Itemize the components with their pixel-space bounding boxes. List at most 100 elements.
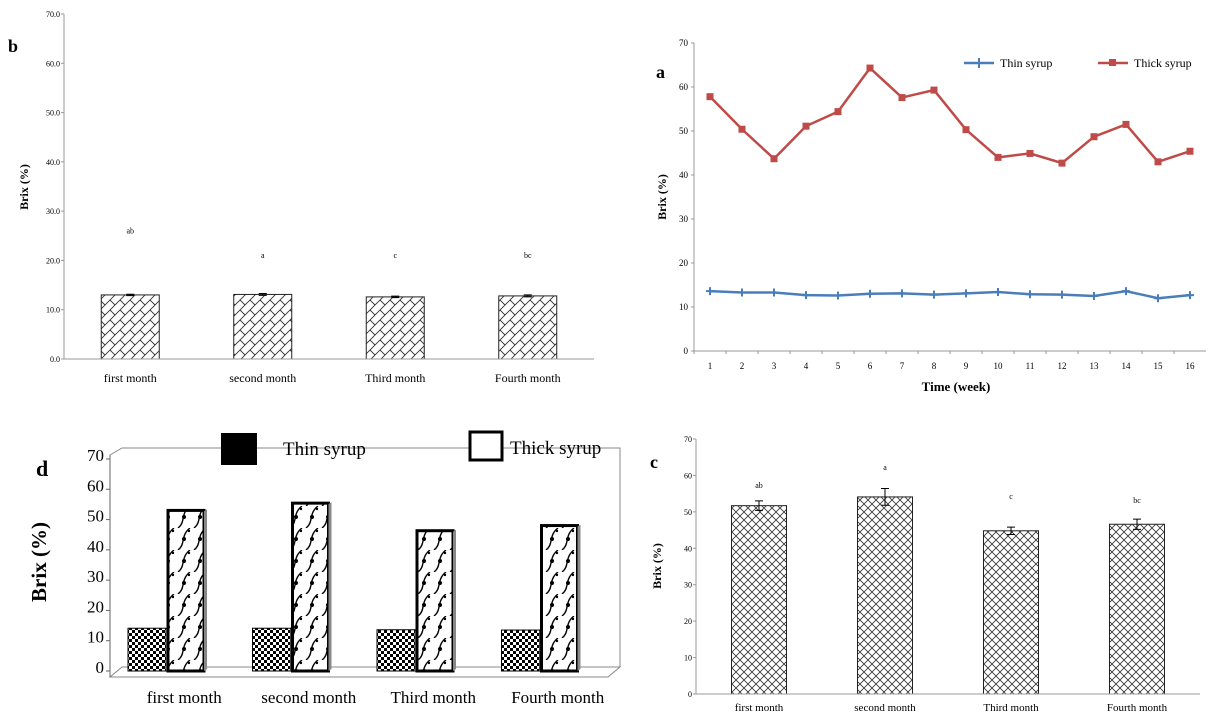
panel-c-letter: c	[650, 452, 658, 472]
panel-d-floor	[108, 666, 622, 678]
panel-b-y-tick-3: 30.0	[46, 207, 60, 216]
panel-a-point-0-14	[1154, 294, 1162, 303]
panel-c-y-tick-7: 70	[684, 435, 692, 444]
panel-a-point-0-11	[1058, 290, 1066, 299]
panel-b-y-tick-6: 60.0	[46, 59, 60, 68]
panel-a-x-tick-4: 5	[836, 361, 841, 371]
panel-b-bars	[100, 292, 558, 360]
panel-c-bar-3	[1109, 523, 1165, 695]
panel-c-annotation-2: c	[1009, 492, 1013, 501]
panel-c-y-tick-2: 20	[684, 617, 692, 626]
panel-d-y-tick-4: 40	[87, 537, 104, 556]
panel-b-y-tick-5: 50.0	[46, 109, 60, 118]
panel-c-annotation-0: ab	[755, 481, 763, 490]
panel-b-y-tick-labels: 0.0 10.0 20.0 30.0 40.0 50.0 60.0 70.0	[46, 10, 64, 364]
panel-a-x-tick-0: 1	[708, 361, 713, 371]
panel-a-point-0-7	[930, 290, 938, 299]
panel-a-point-0-3	[802, 291, 810, 300]
panel-d-x-tick-3: Fourth month	[511, 688, 605, 707]
panel-d-bar-1-0	[166, 508, 206, 673]
panel-d-bar-0-1	[252, 627, 291, 672]
panel-d-bar-0-2	[376, 629, 416, 672]
panel-a-letter: a	[656, 62, 665, 82]
panel-a-x-tick-13: 14	[1122, 361, 1132, 371]
panel-a-line-series-1	[709, 66, 1191, 165]
panel-b-bar-chart: b 0.0 10.0 20.0 30.0 40.0 50.0 60.0 70.0 first …	[8, 10, 594, 385]
panel-a-point-0-4	[834, 291, 842, 300]
panel-a-y-tick-1: 10	[679, 302, 689, 312]
panel-b-error-bar-3	[523, 294, 532, 298]
panel-b-x-tick-2: Third month	[365, 371, 425, 385]
panel-a-series-markers	[706, 64, 1194, 303]
panel-d-y-tick-1: 10	[87, 628, 104, 647]
panel-c-y-tick-3: 30	[684, 581, 692, 590]
panel-c-bar-1	[857, 496, 913, 695]
panel-b-error-bar-1	[258, 292, 267, 296]
panel-c-x-tick-2: Third month	[983, 702, 1039, 714]
panel-a-x-tick-2: 3	[772, 361, 777, 371]
panel-a-x-tick-3: 4	[804, 361, 809, 371]
panel-b-x-tick-3: Fourth month	[495, 371, 561, 385]
panel-a-point-1-7	[930, 86, 938, 94]
panel-d-bar-1-2	[415, 529, 455, 673]
panel-b-y-tick-2: 20.0	[46, 256, 60, 265]
panel-a-point-1-12	[1090, 133, 1098, 141]
panel-d-y-tick-0: 0	[96, 658, 105, 677]
panel-c-y-axis-label: Brix (%)	[650, 543, 664, 589]
panel-d-legend-thick-syrup: Thick syrup	[510, 438, 601, 459]
panel-d-y-tick-labels: 0 10 20 30 40 50 60 70	[87, 446, 110, 677]
panel-a-point-1-1	[738, 125, 746, 133]
panel-a-point-1-15	[1186, 147, 1194, 155]
panel-c-error-bars	[755, 488, 1141, 535]
panel-d-bar-0-0	[127, 627, 167, 672]
panel-b-x-tick-0: first month	[104, 371, 157, 385]
panel-c-y-tick-4: 40	[684, 544, 692, 553]
panel-c-significance-labels: ab a c bc	[755, 463, 1141, 505]
panel-c-annotation-1: a	[883, 463, 887, 472]
panel-b-bar-2	[365, 296, 425, 360]
panel-a-x-tick-9: 10	[994, 361, 1004, 371]
panel-c-y-tick-labels: 0 10 20 30 40 50 60 70	[684, 435, 696, 699]
panel-a-point-0-6	[898, 289, 906, 298]
panel-d-bars	[127, 501, 581, 673]
panel-c-x-tick-3: Fourth month	[1107, 702, 1168, 714]
panel-a-y-tick-2: 20	[679, 258, 689, 268]
panel-d-bar-side-1-2	[453, 529, 456, 671]
panel-a-y-tick-4: 40	[679, 170, 689, 180]
panel-a-x-tick-labels: 1 2 3 4 5 6 7 8 9 10 11 12 13 14 15 16	[693, 351, 1196, 371]
panel-a-y-tick-3: 30	[679, 214, 689, 224]
panel-d-y-axis-label: Brix (%)	[27, 522, 51, 602]
panel-d-bar-side-1-0	[204, 509, 207, 671]
panel-b-bar-1	[233, 293, 293, 360]
panel-a-x-tick-1: 2	[740, 361, 745, 371]
panel-b-y-tick-0: 0.0	[50, 355, 60, 364]
panel-a-point-1-0	[706, 93, 714, 101]
panel-a-point-1-3	[802, 122, 810, 130]
panel-a-y-tick-0: 0	[684, 346, 689, 356]
panel-a-x-tick-15: 16	[1186, 361, 1196, 371]
panel-a-y-tick-labels: 0 10 20 30 40 50 60 70	[679, 38, 694, 356]
panel-a-point-1-9	[994, 153, 1002, 161]
panel-b-x-tick-labels: first month second month Third month Fourth…	[104, 371, 561, 385]
panel-a-x-tick-14: 15	[1154, 361, 1164, 371]
panel-c-y-tick-5: 50	[684, 508, 692, 517]
panel-a-y-tick-6: 60	[679, 82, 689, 92]
panel-a-point-0-10	[1026, 290, 1034, 299]
panel-a-x-tick-6: 7	[900, 361, 905, 371]
panel-b-error-bar-0	[126, 293, 135, 297]
panel-a-point-0-0	[706, 287, 714, 296]
panel-d-x-tick-0: first month	[147, 688, 223, 707]
panel-d-bar-1-1	[291, 501, 330, 673]
panel-a-x-tick-8: 9	[964, 361, 969, 371]
panel-a-legend-thin-syrup: Thin syrup	[1000, 56, 1052, 70]
panel-d-y-tick-7: 70	[87, 446, 104, 465]
panel-a-line-series-0	[709, 289, 1191, 300]
panel-d-letter: d	[36, 456, 48, 481]
panel-a-point-1-13	[1122, 120, 1130, 128]
panel-b-annotation-1: a	[261, 251, 265, 260]
panel-c-x-tick-labels: first month second month Third month Fourth…	[735, 702, 1168, 714]
panel-b-letter: b	[8, 36, 18, 56]
panel-a-point-1-11	[1058, 159, 1066, 167]
